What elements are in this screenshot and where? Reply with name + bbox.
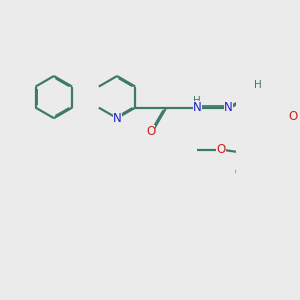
Text: N: N — [193, 101, 202, 114]
Text: N: N — [224, 101, 233, 114]
Text: H: H — [194, 96, 201, 106]
Text: O: O — [216, 143, 226, 156]
Text: H: H — [254, 80, 261, 90]
Text: O: O — [288, 110, 298, 122]
Text: N: N — [113, 112, 122, 125]
Text: O: O — [146, 125, 155, 138]
